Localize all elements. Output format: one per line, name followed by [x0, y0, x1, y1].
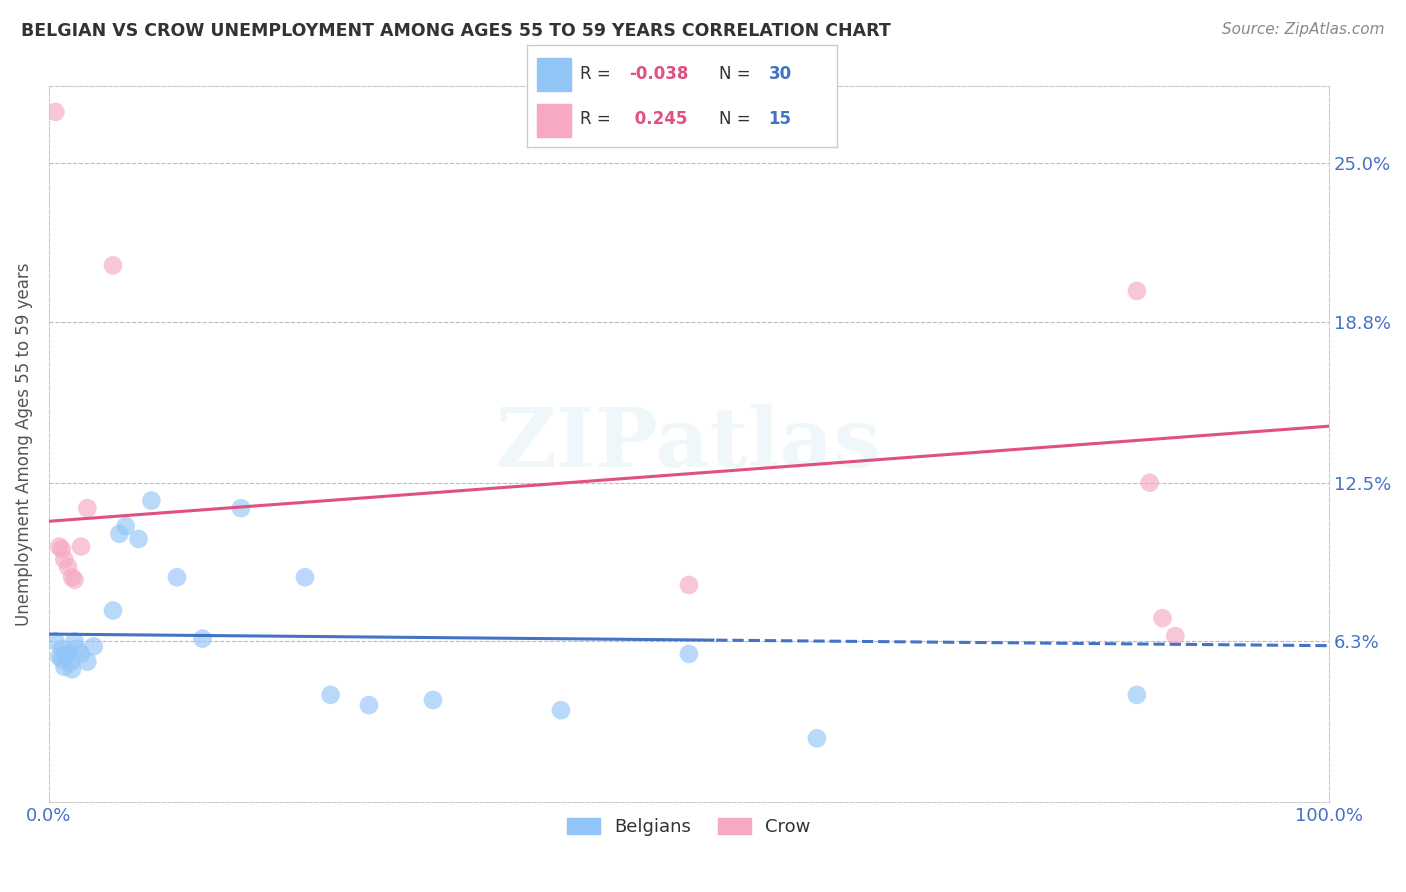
Point	[63, 634, 86, 648]
Point	[294, 570, 316, 584]
Y-axis label: Unemployment Among Ages 55 to 59 years: Unemployment Among Ages 55 to 59 years	[15, 262, 32, 626]
Point	[678, 647, 700, 661]
Point	[76, 501, 98, 516]
Point	[229, 501, 252, 516]
Point	[56, 560, 79, 574]
Point	[114, 519, 136, 533]
Point	[60, 662, 83, 676]
Point	[108, 526, 131, 541]
Text: 30: 30	[769, 65, 792, 83]
Legend: Belgians, Crow: Belgians, Crow	[560, 811, 818, 843]
Point	[357, 698, 380, 712]
Point	[51, 542, 73, 557]
Point	[806, 731, 828, 746]
Point	[56, 647, 79, 661]
Point	[319, 688, 342, 702]
Point	[128, 532, 150, 546]
Text: N =: N =	[718, 111, 756, 128]
Point	[166, 570, 188, 584]
Point	[44, 104, 66, 119]
Point	[51, 652, 73, 666]
Point	[51, 641, 73, 656]
Point	[141, 493, 163, 508]
Bar	[537, 104, 571, 137]
Point	[101, 603, 124, 617]
Point	[1164, 629, 1187, 643]
Point	[66, 641, 89, 656]
Point	[101, 258, 124, 272]
Text: 0.245: 0.245	[630, 111, 688, 128]
Text: R =: R =	[579, 65, 616, 83]
Point	[76, 655, 98, 669]
Point	[70, 647, 93, 661]
Point	[63, 573, 86, 587]
Point	[678, 578, 700, 592]
Point	[48, 649, 70, 664]
Point	[60, 570, 83, 584]
Text: Source: ZipAtlas.com: Source: ZipAtlas.com	[1222, 22, 1385, 37]
Point	[83, 640, 105, 654]
Point	[53, 659, 76, 673]
Point	[53, 552, 76, 566]
Text: R =: R =	[579, 111, 616, 128]
Point	[422, 693, 444, 707]
Text: ZIPatlas: ZIPatlas	[496, 404, 882, 484]
Point	[55, 647, 77, 661]
Text: N =: N =	[718, 65, 756, 83]
Point	[1139, 475, 1161, 490]
Point	[1152, 611, 1174, 625]
Text: BELGIAN VS CROW UNEMPLOYMENT AMONG AGES 55 TO 59 YEARS CORRELATION CHART: BELGIAN VS CROW UNEMPLOYMENT AMONG AGES …	[21, 22, 891, 40]
Point	[59, 655, 82, 669]
Point	[191, 632, 214, 646]
Point	[70, 540, 93, 554]
Point	[1126, 284, 1149, 298]
Bar	[537, 58, 571, 91]
Point	[48, 540, 70, 554]
Text: 15: 15	[769, 111, 792, 128]
Point	[44, 634, 66, 648]
Text: -0.038: -0.038	[630, 65, 689, 83]
Point	[1126, 688, 1149, 702]
Point	[550, 703, 572, 717]
